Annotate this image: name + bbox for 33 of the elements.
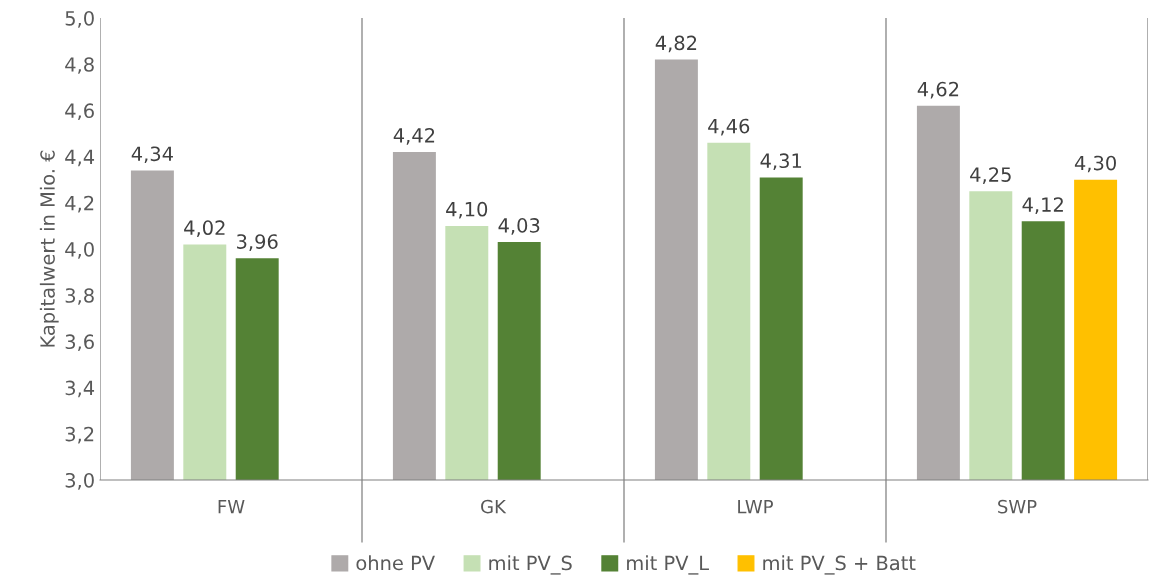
x-tick-label: LWP (738, 500, 773, 514)
data-label: 4,34 (131, 146, 173, 164)
data-label: 4,82 (655, 35, 697, 53)
y-tick-label: 3,2 (65, 426, 94, 444)
legend-label: ohne PV (356, 555, 435, 571)
data-label: 4,62 (917, 81, 959, 99)
y-tick-label: 4,0 (65, 241, 94, 259)
data-label: 4,02 (184, 220, 225, 238)
data-label: 3,96 (237, 234, 278, 251)
legend-label: mit PV_L (627, 555, 709, 575)
data-label: 4,46 (708, 118, 750, 136)
legend-label: mit PV_S + Batt (763, 555, 916, 575)
data-label: 4,31 (760, 153, 802, 171)
y-tick-label: 4,2 (65, 195, 94, 213)
y-tick-label: 5,0 (65, 10, 94, 28)
y-tick-label: 3,4 (65, 380, 95, 398)
data-label: 4,10 (446, 201, 488, 219)
data-label: 4,42 (393, 127, 435, 145)
y-axis-title: Kapitalwert in Mio. € (39, 150, 59, 347)
y-tick-label: 3,8 (65, 288, 94, 305)
y-tick-label: 4,4 (65, 149, 95, 167)
legend-label: mit PV_S (489, 555, 572, 575)
data-label: 4,03 (498, 218, 540, 235)
y-tick-label: 4,6 (65, 103, 94, 121)
data-label: 4,12 (1022, 197, 1063, 214)
y-tick-label: 4,8 (65, 57, 94, 74)
x-tick-label: FW (218, 500, 245, 514)
x-tick-label: SWP (998, 499, 1037, 514)
data-label: 4,25 (970, 167, 1011, 184)
y-tick-label: 3,0 (65, 472, 94, 490)
data-label: 4,30 (1074, 155, 1116, 173)
x-tick-label: GK (481, 499, 507, 514)
y-tick-label: 3,6 (65, 334, 94, 352)
